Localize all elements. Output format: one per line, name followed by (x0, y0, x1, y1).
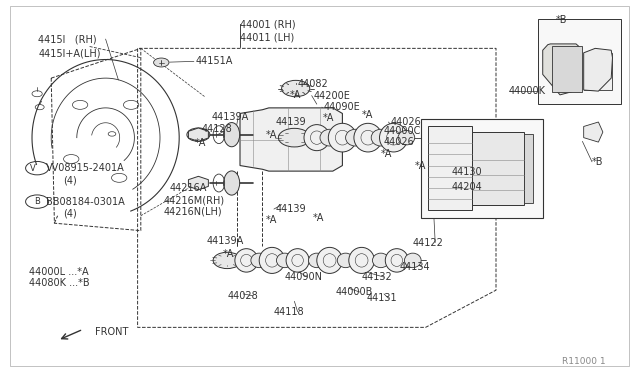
Polygon shape (188, 128, 209, 141)
Ellipse shape (235, 249, 258, 272)
Text: VV08915-2401A: VV08915-2401A (46, 163, 125, 173)
Ellipse shape (328, 124, 356, 152)
Text: 44000L ...*A: 44000L ...*A (29, 267, 88, 277)
Text: 44216A: 44216A (170, 183, 207, 193)
Bar (428, 126, 472, 210)
Text: 4415l   (RH): 4415l (RH) (38, 34, 97, 44)
Text: FRONT: FRONT (95, 327, 128, 337)
Text: BB08184-0301A: BB08184-0301A (46, 197, 125, 206)
Text: 44139: 44139 (275, 204, 306, 214)
Text: 44204: 44204 (451, 182, 482, 192)
Text: 44134: 44134 (400, 262, 431, 272)
Ellipse shape (308, 253, 325, 268)
Text: 44139A: 44139A (206, 236, 243, 246)
Ellipse shape (349, 247, 374, 273)
Text: B: B (34, 197, 40, 206)
Text: *A: *A (290, 90, 301, 100)
Text: (4): (4) (63, 176, 76, 185)
Text: 44139A: 44139A (211, 112, 248, 122)
Bar (421, 119, 543, 218)
Text: 44011 (LH): 44011 (LH) (240, 33, 294, 43)
Circle shape (187, 128, 210, 141)
Ellipse shape (251, 253, 268, 268)
Polygon shape (188, 176, 209, 190)
Text: 44090E: 44090E (323, 102, 360, 112)
Text: (4): (4) (63, 209, 76, 219)
Text: 44128: 44128 (202, 125, 232, 134)
Ellipse shape (385, 249, 408, 272)
Polygon shape (240, 108, 342, 171)
Bar (524, 134, 533, 203)
Text: 44216N(LH): 44216N(LH) (163, 206, 222, 216)
Text: 44000B: 44000B (336, 287, 373, 297)
Ellipse shape (224, 171, 240, 195)
Text: 44139: 44139 (275, 117, 306, 127)
Text: 44026: 44026 (384, 137, 415, 147)
Text: 44122: 44122 (413, 238, 444, 247)
Text: 44000K: 44000K (509, 86, 546, 96)
Ellipse shape (398, 131, 415, 145)
Text: *A: *A (223, 249, 234, 259)
Text: *A: *A (362, 110, 373, 119)
Bar (552, 46, 582, 92)
Circle shape (278, 128, 310, 147)
Text: *A: *A (415, 161, 426, 170)
Text: 4415l+A(LH): 4415l+A(LH) (38, 49, 101, 59)
Text: 44131: 44131 (366, 294, 397, 303)
Text: 44216M(RH): 44216M(RH) (163, 195, 225, 205)
Text: *A: *A (266, 215, 277, 225)
Bar (472, 132, 524, 205)
Ellipse shape (317, 247, 342, 273)
Text: 44080K ...*B: 44080K ...*B (29, 279, 90, 288)
Text: 44001 (RH): 44001 (RH) (240, 19, 296, 29)
Ellipse shape (337, 253, 354, 268)
Text: R11000 1: R11000 1 (562, 357, 605, 366)
Text: V: V (31, 164, 36, 173)
Circle shape (154, 58, 169, 67)
Ellipse shape (404, 253, 421, 268)
Ellipse shape (286, 249, 309, 272)
Ellipse shape (320, 129, 339, 146)
Ellipse shape (276, 253, 293, 268)
Text: *A: *A (381, 150, 392, 159)
Text: 44130: 44130 (451, 167, 482, 177)
Ellipse shape (346, 129, 365, 146)
Bar (538, 19, 621, 104)
Text: 44000C: 44000C (384, 126, 421, 136)
Ellipse shape (224, 123, 240, 147)
Text: 44151A: 44151A (195, 57, 232, 66)
Text: *A: *A (323, 113, 335, 123)
Circle shape (282, 80, 310, 97)
Text: 44200E: 44200E (314, 91, 351, 100)
Text: 44082: 44082 (298, 79, 328, 89)
Text: *B: *B (592, 157, 604, 167)
Ellipse shape (371, 129, 390, 146)
Ellipse shape (304, 125, 330, 151)
Text: 44028: 44028 (227, 291, 258, 301)
Text: 44132: 44132 (362, 272, 392, 282)
Circle shape (213, 252, 241, 269)
Polygon shape (584, 122, 603, 142)
Ellipse shape (372, 253, 389, 268)
Text: *B: *B (556, 16, 567, 25)
Ellipse shape (380, 124, 408, 152)
Ellipse shape (259, 247, 285, 273)
Polygon shape (543, 44, 581, 95)
Text: 44090N: 44090N (285, 272, 323, 282)
Text: *A: *A (312, 213, 324, 222)
Ellipse shape (354, 124, 382, 152)
Text: *A: *A (195, 138, 207, 148)
Text: 44026: 44026 (390, 117, 421, 127)
Text: 44118: 44118 (274, 307, 305, 317)
Text: *A: *A (266, 130, 277, 140)
Bar (584, 53, 612, 90)
Polygon shape (584, 48, 612, 91)
